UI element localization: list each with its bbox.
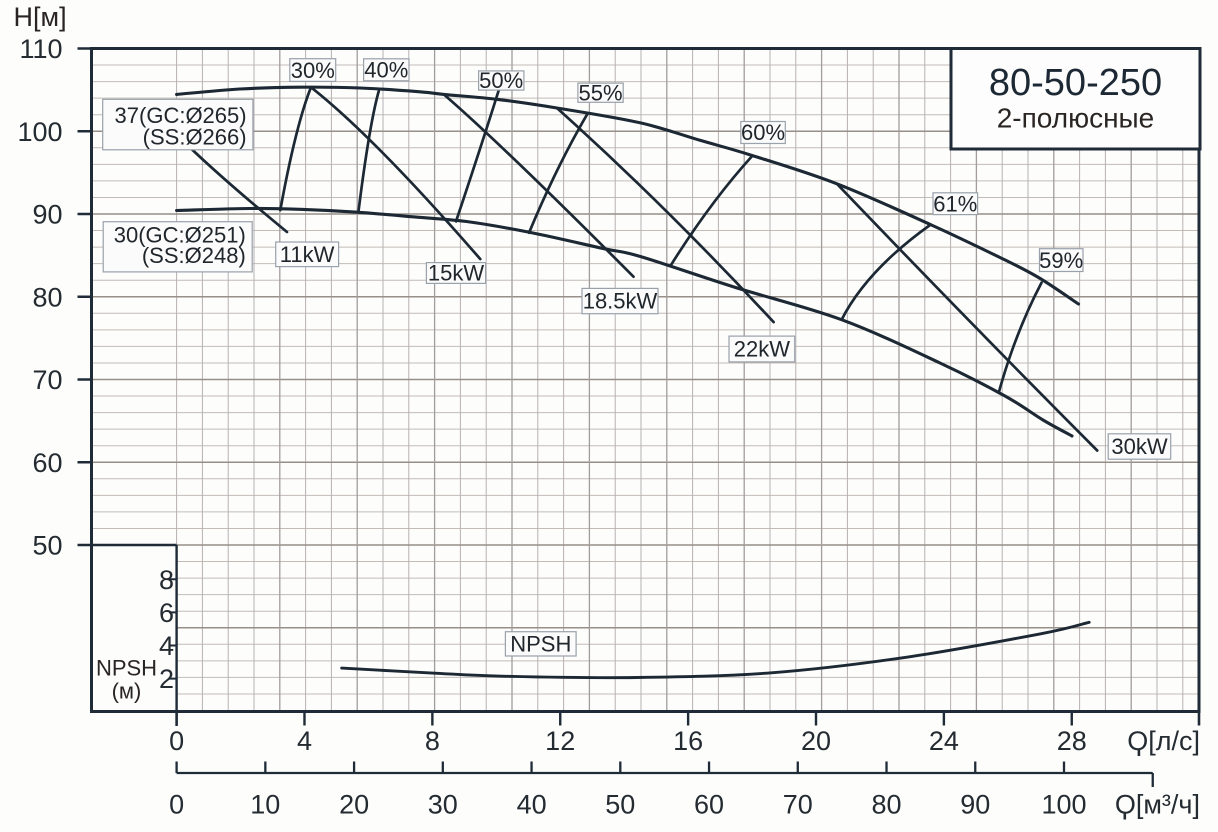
- svg-text:20: 20: [339, 790, 369, 820]
- svg-text:80: 80: [32, 282, 62, 312]
- svg-text:12: 12: [545, 726, 575, 756]
- svg-text:30%: 30%: [291, 58, 335, 83]
- svg-text:10: 10: [250, 790, 280, 820]
- svg-text:24: 24: [929, 726, 959, 756]
- svg-text:4: 4: [297, 726, 312, 756]
- svg-text:NPSH: NPSH: [510, 632, 571, 657]
- svg-text:4: 4: [159, 631, 174, 661]
- svg-text:2-полюсные: 2-полюсные: [997, 103, 1155, 134]
- svg-text:50%: 50%: [479, 68, 523, 93]
- svg-text:11kW: 11kW: [280, 242, 335, 267]
- svg-text:O[м³/ч]: O[м³/ч]: [1115, 790, 1200, 820]
- svg-text:30: 30: [428, 790, 458, 820]
- svg-text:55%: 55%: [578, 80, 622, 105]
- svg-text:6: 6: [159, 598, 174, 628]
- svg-text:40%: 40%: [364, 58, 408, 83]
- svg-text:2: 2: [159, 664, 174, 694]
- svg-text:60: 60: [32, 448, 62, 478]
- svg-text:0: 0: [169, 790, 184, 820]
- svg-text:(SS:Ø266): (SS:Ø266): [143, 124, 247, 149]
- svg-text:90: 90: [32, 200, 62, 230]
- svg-text:40: 40: [517, 790, 547, 820]
- svg-text:60%: 60%: [741, 120, 785, 145]
- svg-text:110: 110: [19, 34, 62, 64]
- svg-text:60: 60: [694, 790, 724, 820]
- svg-text:70: 70: [32, 365, 62, 395]
- svg-text:NPSH: NPSH: [96, 656, 157, 681]
- svg-text:50: 50: [32, 531, 62, 561]
- svg-text:18.5kW: 18.5kW: [583, 289, 658, 314]
- svg-text:8: 8: [159, 565, 174, 595]
- svg-text:61%: 61%: [933, 191, 977, 216]
- svg-text:30(GC:Ø251): 30(GC:Ø251): [114, 223, 246, 248]
- svg-text:20: 20: [801, 726, 831, 756]
- svg-text:28: 28: [1057, 726, 1087, 756]
- svg-text:59%: 59%: [1039, 248, 1083, 273]
- svg-text:H[м]: H[м]: [14, 2, 67, 32]
- svg-text:37(GC:Ø265): 37(GC:Ø265): [115, 103, 247, 128]
- svg-text:16: 16: [673, 726, 703, 756]
- svg-text:(SS:Ø248): (SS:Ø248): [142, 243, 246, 268]
- svg-text:100: 100: [1041, 790, 1086, 820]
- svg-text:70: 70: [783, 790, 813, 820]
- svg-text:15kW: 15kW: [428, 261, 484, 286]
- svg-text:30kW: 30kW: [1111, 434, 1167, 459]
- svg-text:50: 50: [605, 790, 635, 820]
- svg-text:100: 100: [17, 117, 62, 147]
- svg-text:22kW: 22kW: [734, 337, 790, 362]
- svg-text:80-50-250: 80-50-250: [989, 62, 1162, 104]
- svg-text:80: 80: [871, 790, 901, 820]
- svg-text:(м): (м): [112, 679, 142, 704]
- svg-text:0: 0: [169, 726, 184, 756]
- svg-text:90: 90: [960, 790, 990, 820]
- svg-text:8: 8: [425, 726, 440, 756]
